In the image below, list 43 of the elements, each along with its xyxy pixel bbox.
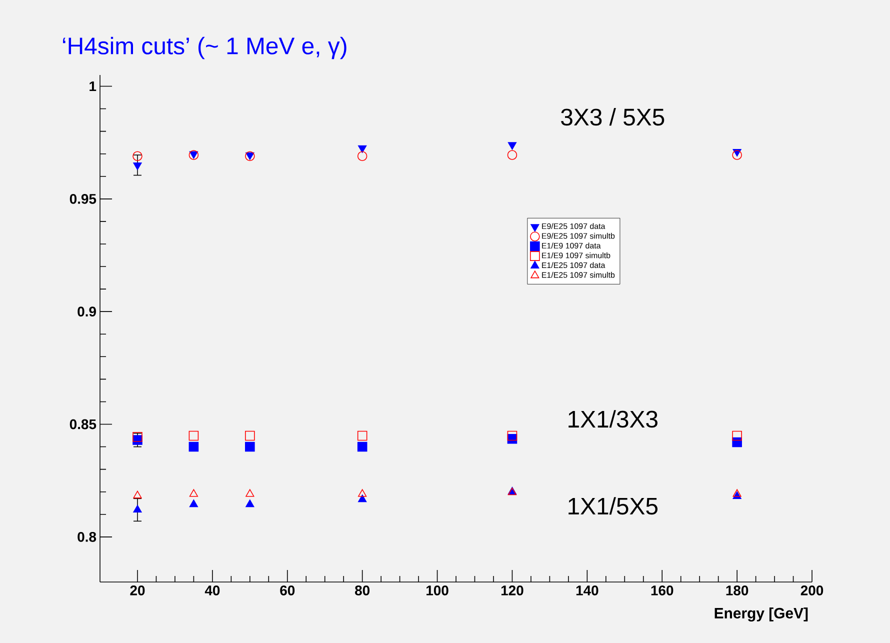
point: [507, 150, 518, 160]
y-tick-label: 0.9: [78, 306, 96, 317]
x-tick-label: 100: [426, 585, 448, 596]
y-tick-label: 1: [90, 81, 96, 92]
point: [507, 430, 518, 441]
point: [358, 145, 367, 153]
point: [188, 430, 199, 441]
point: [188, 442, 199, 452]
x-axis-title: Energy [GeV]: [714, 608, 808, 622]
point: [358, 494, 367, 502]
x-tick-label: 200: [800, 585, 824, 596]
point: [357, 430, 368, 441]
x-tick-label: 180: [726, 585, 748, 596]
point: [732, 430, 742, 441]
point: [133, 490, 142, 498]
point: [246, 500, 254, 508]
point: [732, 150, 742, 160]
x-tick-label: 120: [501, 585, 524, 596]
x-tick-label: 40: [204, 585, 220, 596]
chart-title: ‘H4sim cuts’ (~ 1 MeV e, γ): [63, 36, 346, 60]
x-tick-label: 80: [355, 585, 370, 596]
point: [245, 430, 255, 441]
point: [133, 504, 142, 513]
point: [189, 500, 198, 508]
point: [358, 489, 367, 497]
x-tick-label: 160: [651, 585, 674, 596]
x-tick-label: 20: [130, 585, 145, 596]
point: [357, 442, 368, 452]
point: [189, 489, 198, 497]
annotation: 1X1/5X5: [568, 497, 658, 515]
point: [245, 442, 255, 452]
y-tick-label: 0.95: [70, 194, 96, 204]
point: [246, 489, 254, 497]
point: [357, 151, 368, 162]
x-tick-label: 60: [280, 585, 295, 596]
point: [133, 162, 142, 170]
point: [508, 142, 517, 150]
y-tick-label: 0.85: [70, 419, 96, 430]
x-tick-label: 140: [576, 585, 598, 596]
annotation: 3X3 / 5X5: [561, 108, 664, 126]
y-tick-label: 0.8: [78, 532, 96, 542]
point: [132, 151, 142, 162]
annotation: 1X1/3X3: [568, 410, 658, 428]
